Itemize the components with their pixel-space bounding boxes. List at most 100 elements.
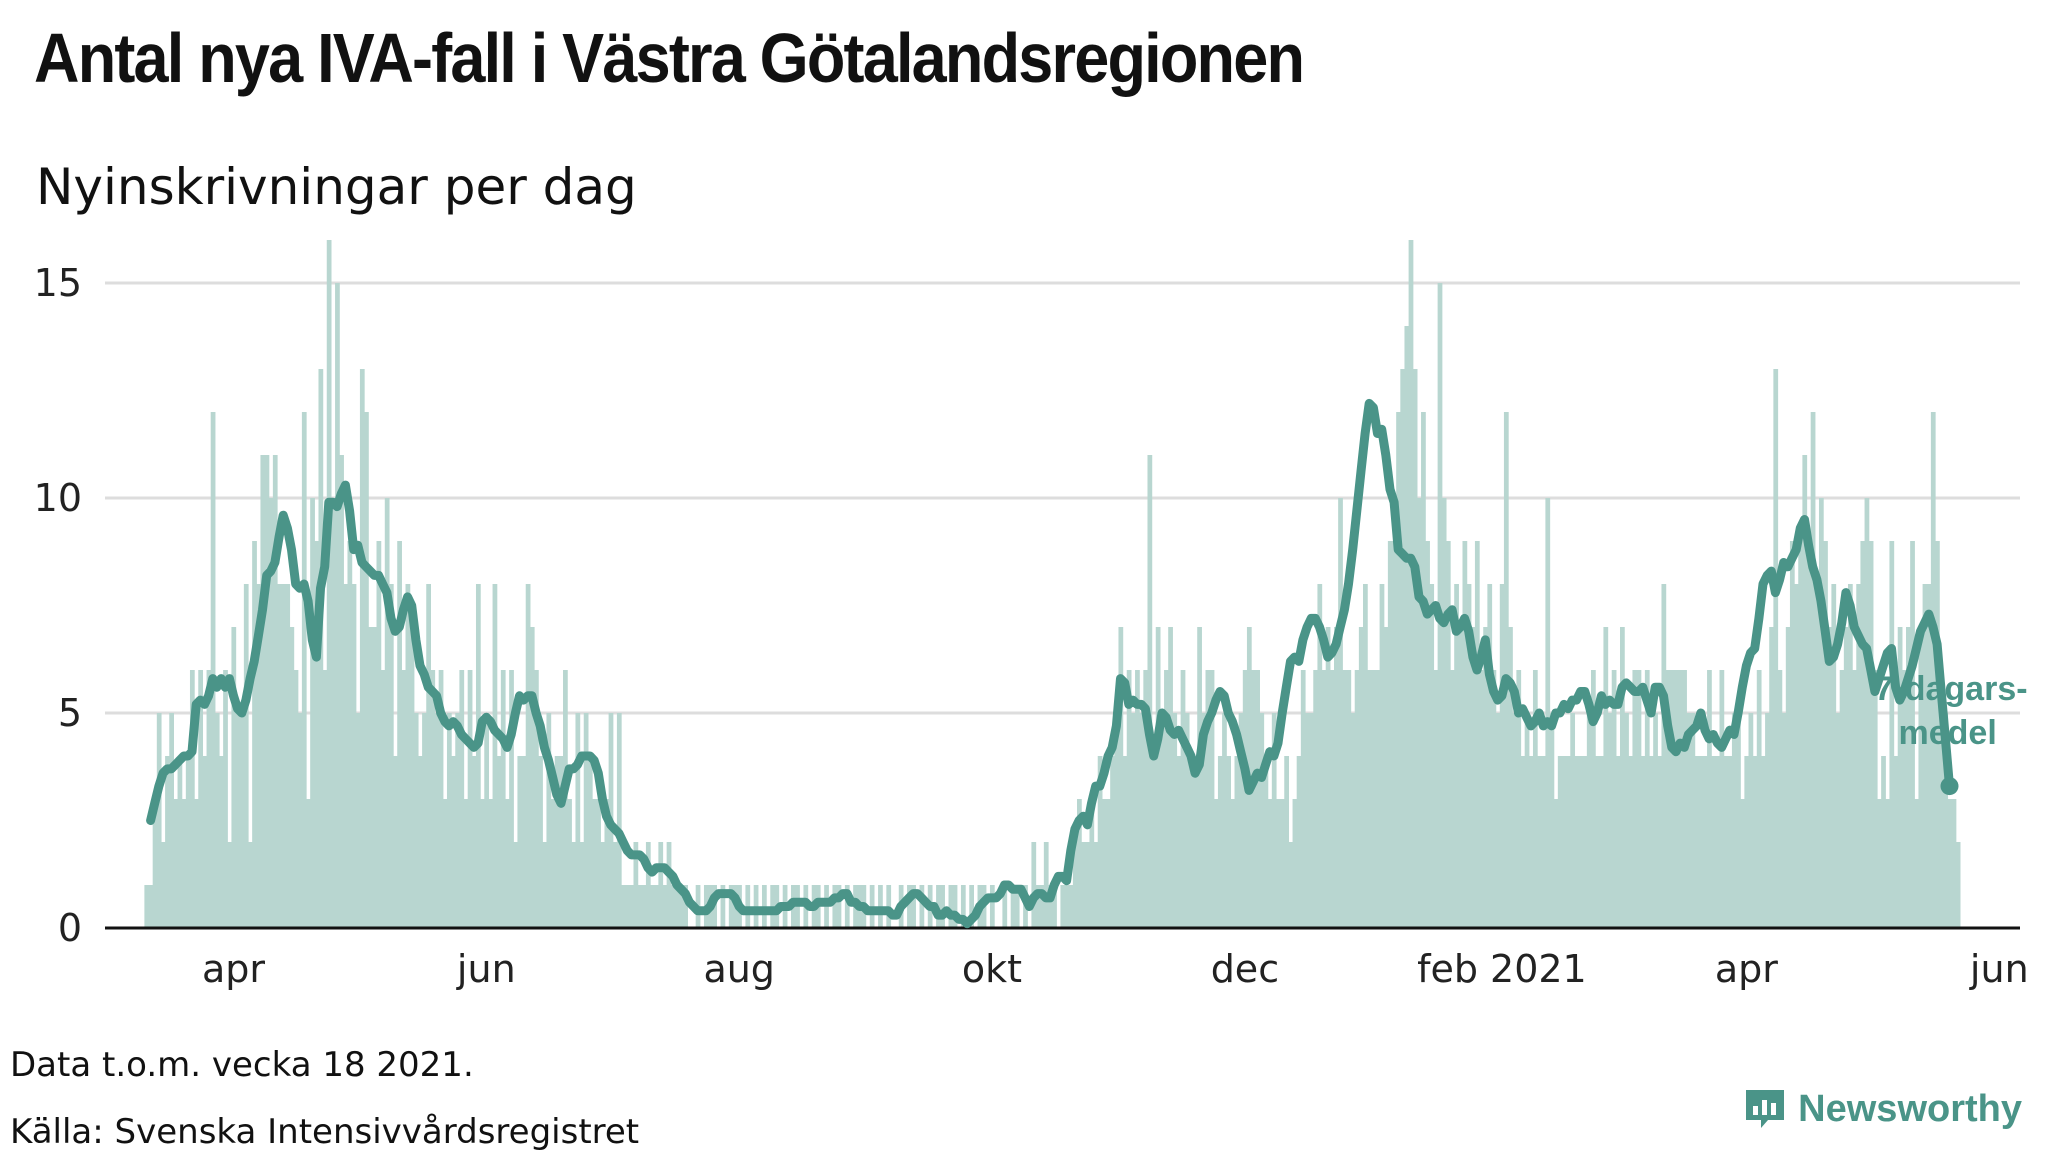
bar bbox=[579, 842, 585, 928]
bar bbox=[583, 713, 589, 928]
bar bbox=[550, 799, 556, 928]
bar bbox=[484, 713, 490, 928]
bar bbox=[1765, 713, 1770, 928]
bar bbox=[1474, 541, 1480, 928]
bar bbox=[1255, 670, 1260, 928]
bar bbox=[1686, 713, 1692, 928]
bar bbox=[1429, 584, 1435, 928]
bar bbox=[1872, 670, 1878, 928]
x-tick-label: jun bbox=[456, 947, 516, 991]
bar bbox=[293, 670, 299, 928]
bar bbox=[1346, 670, 1352, 928]
bar bbox=[1541, 756, 1546, 928]
bar bbox=[1267, 799, 1273, 928]
bar bbox=[463, 799, 469, 928]
bar bbox=[492, 584, 498, 928]
bar bbox=[1197, 627, 1202, 928]
bar bbox=[1831, 584, 1837, 928]
bar bbox=[248, 842, 253, 928]
bar bbox=[160, 842, 166, 928]
bar bbox=[393, 756, 398, 928]
bar bbox=[1864, 498, 1870, 928]
bar bbox=[368, 627, 373, 928]
x-tick-label: okt bbox=[962, 947, 1022, 991]
bar bbox=[1392, 541, 1397, 928]
y-tick-label: 0 bbox=[58, 906, 82, 950]
bar bbox=[1342, 670, 1348, 928]
bar bbox=[670, 885, 676, 928]
bar bbox=[1425, 541, 1430, 928]
bar bbox=[1939, 713, 1944, 928]
bar bbox=[534, 670, 539, 928]
bar bbox=[1304, 713, 1310, 928]
bar bbox=[1280, 799, 1285, 928]
bar bbox=[1607, 713, 1613, 928]
y-tick-label: 10 bbox=[34, 476, 82, 520]
bar bbox=[1284, 756, 1290, 928]
bar bbox=[1325, 627, 1331, 928]
bar bbox=[567, 799, 572, 928]
bar bbox=[239, 713, 245, 928]
bar bbox=[1217, 756, 1223, 928]
bar bbox=[1615, 756, 1621, 928]
bar bbox=[504, 799, 510, 928]
x-tick-label: aug bbox=[703, 947, 775, 991]
bar bbox=[281, 584, 286, 928]
bar bbox=[1176, 756, 1182, 928]
bar bbox=[1242, 670, 1248, 928]
bar bbox=[256, 584, 262, 928]
bar bbox=[1802, 455, 1808, 928]
bar bbox=[1234, 756, 1240, 928]
bar bbox=[169, 713, 174, 928]
bar bbox=[388, 584, 394, 928]
bar bbox=[496, 756, 502, 928]
bar bbox=[264, 455, 270, 928]
bar bbox=[645, 842, 651, 928]
bar bbox=[1139, 713, 1144, 928]
bar bbox=[989, 885, 995, 928]
bar bbox=[1031, 842, 1037, 928]
bar bbox=[1702, 756, 1708, 928]
bar bbox=[189, 670, 195, 928]
bar bbox=[1653, 713, 1658, 928]
brand[interactable]: Newsworthy bbox=[1742, 1086, 2022, 1132]
bar bbox=[521, 756, 527, 928]
bar bbox=[301, 412, 307, 928]
bar bbox=[384, 498, 390, 928]
bar bbox=[1860, 541, 1866, 928]
bar bbox=[1122, 756, 1128, 928]
bar bbox=[1010, 885, 1016, 928]
bar bbox=[1922, 584, 1928, 928]
bar bbox=[1545, 498, 1551, 928]
bar bbox=[625, 885, 630, 928]
bar bbox=[401, 670, 407, 928]
bar bbox=[1450, 670, 1455, 928]
bar bbox=[1383, 627, 1389, 928]
bar bbox=[1396, 412, 1401, 928]
bar bbox=[1416, 498, 1422, 928]
bar bbox=[1740, 799, 1745, 928]
x-axis-labels: apr jun aug okt dec feb 2021 apr jun bbox=[202, 947, 2029, 991]
y-tick-label: 15 bbox=[34, 261, 82, 305]
bar bbox=[1089, 799, 1095, 928]
bar bbox=[600, 842, 606, 928]
bar bbox=[1603, 627, 1609, 928]
bar bbox=[1557, 756, 1563, 928]
bar bbox=[1665, 670, 1671, 928]
bar bbox=[1955, 842, 1961, 928]
newsworthy-logo-icon bbox=[1746, 1090, 1785, 1128]
bar bbox=[1586, 713, 1592, 928]
bar bbox=[1479, 670, 1484, 928]
bar bbox=[612, 842, 618, 928]
bar bbox=[173, 799, 179, 928]
bar bbox=[1918, 627, 1924, 928]
bar bbox=[376, 541, 382, 928]
bar bbox=[1620, 627, 1625, 928]
bar bbox=[1209, 670, 1215, 928]
bar bbox=[1421, 412, 1426, 928]
bar bbox=[720, 885, 726, 928]
bar bbox=[836, 885, 842, 928]
bar bbox=[679, 885, 684, 928]
bar bbox=[434, 713, 440, 928]
bar bbox=[1661, 584, 1667, 928]
